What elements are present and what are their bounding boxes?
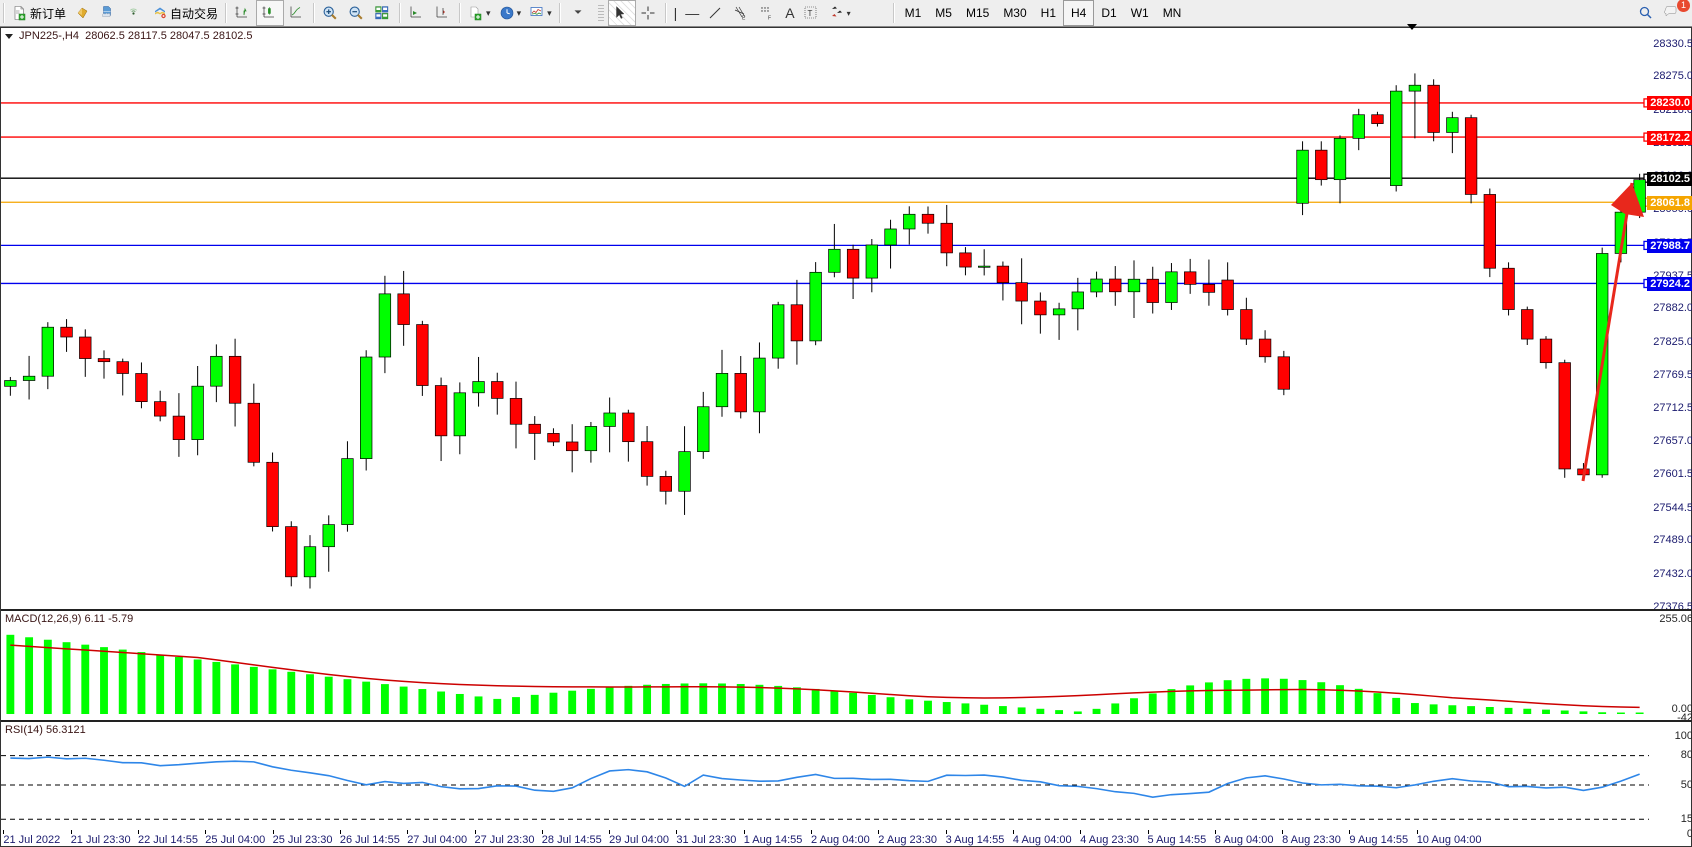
svg-text:F: F: [768, 16, 771, 22]
svg-text:E: E: [742, 16, 746, 22]
svg-text:T: T: [807, 9, 812, 18]
